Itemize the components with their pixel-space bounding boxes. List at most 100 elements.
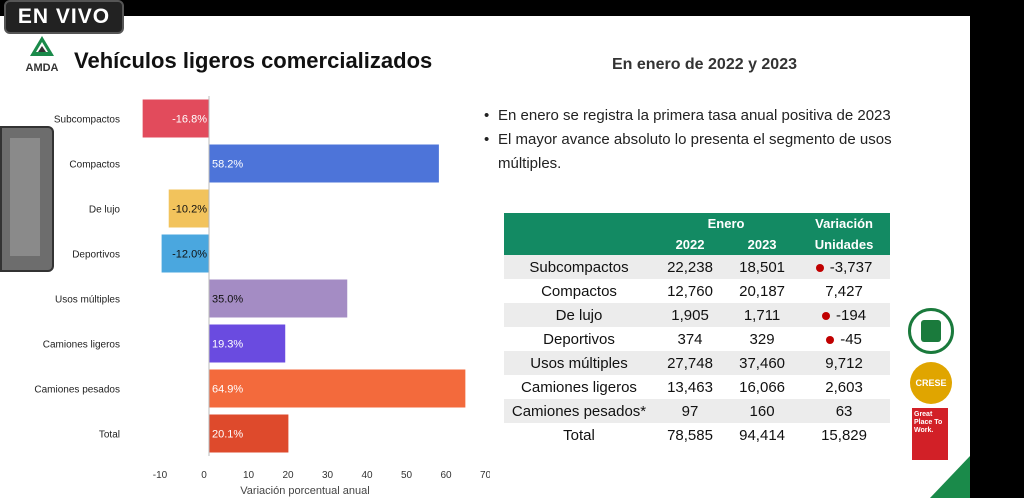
data-label: -16.8% xyxy=(172,114,207,126)
bar xyxy=(168,189,209,228)
table-cell-variation: 15,829 xyxy=(798,423,890,447)
table-row: Deportivos 374 329 -45 xyxy=(504,327,890,351)
tick-label: 40 xyxy=(361,470,373,481)
category-label: Compactos xyxy=(69,160,120,171)
category-label: Subcompactos xyxy=(54,115,120,126)
sales-table: Enero Variación 2022 2023 Unidades Subco… xyxy=(504,213,890,447)
cell-text: 27,748 xyxy=(667,354,713,372)
category-label: Deportivos xyxy=(72,250,120,261)
tick-label: 70 xyxy=(480,470,490,481)
bar xyxy=(161,234,209,273)
table-row: Total 78,585 94,414 15,829 xyxy=(504,423,890,447)
tick-label: 0 xyxy=(201,470,207,481)
cell-text: 7,427 xyxy=(825,282,863,300)
table-cell-segment: Usos múltiples xyxy=(504,351,654,375)
webcam-overlay xyxy=(0,126,54,272)
bar xyxy=(209,369,466,408)
table-cell-segment: Subcompactos xyxy=(504,255,654,279)
table-cell-2023: 160 xyxy=(726,399,799,423)
cell-text: Compactos xyxy=(541,282,617,300)
cell-text: Total xyxy=(563,426,595,444)
cell-text: 22,238 xyxy=(667,258,713,276)
table-cell-variation: 63 xyxy=(798,399,890,423)
category-label: Usos múltiples xyxy=(55,295,120,306)
data-label: -12.0% xyxy=(172,249,207,261)
table-row: Compactos 12,760 20,187 7,427 xyxy=(504,279,890,303)
corner-decoration xyxy=(930,456,970,498)
table-row: De lujo 1,905 1,711 -194 xyxy=(504,303,890,327)
bar xyxy=(209,144,439,183)
cell-text: 1,905 xyxy=(671,306,709,324)
table-cell-segment: Compactos xyxy=(504,279,654,303)
negative-indicator-icon xyxy=(822,311,831,320)
cell-text: 9,712 xyxy=(825,354,863,372)
cell-text: 37,460 xyxy=(739,354,786,372)
cell-text: 12,760 xyxy=(667,282,713,300)
cell-text: -194 xyxy=(836,306,867,324)
table-cell-variation: -3,737 xyxy=(798,255,890,279)
table-cell-segment: Deportivos xyxy=(504,327,654,351)
table-header-enero: Enero xyxy=(654,213,799,234)
cell-text: 15,829 xyxy=(821,426,867,444)
data-label: 19.3% xyxy=(212,339,243,351)
table-cell-variation: 2,603 xyxy=(798,375,890,399)
table-cell-segment: Total xyxy=(504,423,654,447)
table-cell-variation: -194 xyxy=(798,303,890,327)
cell-text: 97 xyxy=(681,402,699,420)
cell-text: 94,414 xyxy=(739,426,786,444)
table-cell-2022: 374 xyxy=(654,327,726,351)
cell-text: 18,501 xyxy=(739,258,786,276)
cell-text: 2,603 xyxy=(825,378,863,396)
category-label: De lujo xyxy=(89,205,121,216)
category-label: Camiones ligeros xyxy=(43,340,120,351)
certification-seal-icon xyxy=(908,308,954,354)
cell-text: Usos múltiples xyxy=(530,354,628,372)
cell-text: 160 xyxy=(749,402,775,420)
table-cell-2023: 94,414 xyxy=(726,423,798,447)
bar xyxy=(209,324,286,363)
x-axis-title: Variación porcentual anual xyxy=(240,485,369,497)
bullet-item: El mayor avance absoluto lo presenta el … xyxy=(484,128,934,176)
table-cell-2022: 97 xyxy=(654,399,727,423)
negative-indicator-icon xyxy=(815,263,824,272)
bar xyxy=(142,99,209,138)
cell-text: 63 xyxy=(835,402,853,420)
cell-text: -3,737 xyxy=(829,258,873,276)
cell-text: Camiones ligeros xyxy=(521,378,637,396)
live-badge: EN VIVO xyxy=(4,0,124,34)
category-label: Total xyxy=(99,430,120,441)
tick-label: 10 xyxy=(243,470,255,481)
table-header-blank xyxy=(504,234,654,255)
cell-text: 16,066 xyxy=(739,378,786,396)
table-cell-2023: 20,187 xyxy=(726,279,798,303)
table-cell-2022: 78,585 xyxy=(654,423,726,447)
bar xyxy=(209,279,348,318)
table-header-blank xyxy=(504,213,654,234)
amda-logo: AMDA xyxy=(26,36,59,74)
table-cell-segment: Camiones ligeros xyxy=(504,375,654,399)
tick-label: 30 xyxy=(322,470,334,481)
cell-text: Deportivos xyxy=(543,330,615,348)
category-label: Camiones pesados xyxy=(34,385,120,396)
table-cell-variation: 9,712 xyxy=(798,351,890,375)
bullet-list: En enero se registra la primera tasa anu… xyxy=(484,104,934,176)
cell-text: Camiones pesados* xyxy=(511,402,647,420)
table-cell-2022: 13,463 xyxy=(654,375,726,399)
cell-text: 78,585 xyxy=(667,426,713,444)
crese-badge: CRESE xyxy=(910,362,952,404)
tick-label: 20 xyxy=(282,470,294,481)
table-row: Subcompactos 22,238 18,501 -3,737 xyxy=(504,255,890,279)
table-header-variacion: Variación xyxy=(798,213,890,234)
bullet-item: En enero se registra la primera tasa anu… xyxy=(484,104,934,128)
slide-title: Vehículos ligeros comercializados xyxy=(74,48,433,73)
data-label: 20.1% xyxy=(212,429,243,441)
tick-label: 60 xyxy=(440,470,452,481)
cell-text: Subcompactos xyxy=(529,258,629,276)
slide-subtitle: En enero de 2022 y 2023 xyxy=(612,56,797,73)
table-cell-variation: 7,427 xyxy=(798,279,890,303)
table-cell-2022: 27,748 xyxy=(654,351,727,375)
data-label: 64.9% xyxy=(212,384,243,396)
bar-chart: Subcompactos -16.8% Compactos 58.2% De lujo -… xyxy=(34,96,490,497)
cell-text: -45 xyxy=(840,330,862,348)
tick-label: -10 xyxy=(153,470,168,481)
